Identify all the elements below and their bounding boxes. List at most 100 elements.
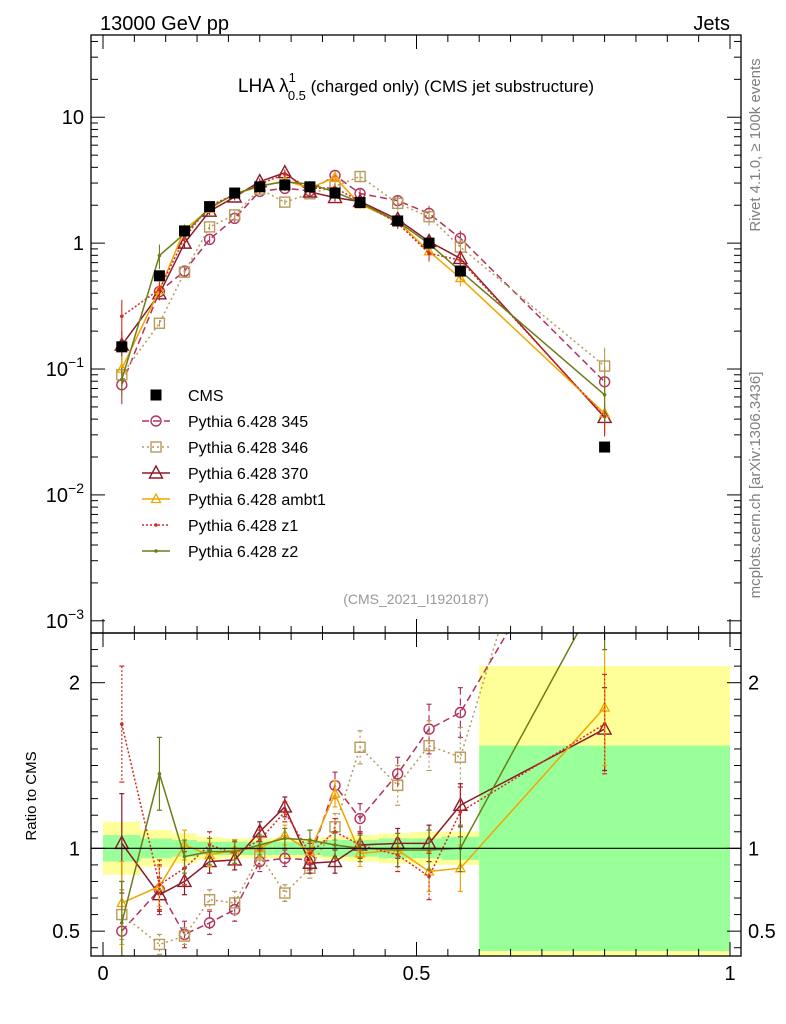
main-line [121,171,606,418]
legend-label: Pythia 6.428 z2 [188,544,298,561]
chart-title-post: (charged only) (CMS jet substructure) [306,77,594,96]
legend-entry-0: CMS [150,388,224,405]
cms-point [204,201,216,213]
legend-marker [150,492,162,504]
cms-point [454,265,466,277]
ratio-uncertainty-bands [103,666,730,956]
main-marker [178,266,191,278]
cms-point [423,237,435,249]
ratio-marker [423,723,435,735]
ratio-marker [203,917,216,929]
chart-title-sub: 0.5 [288,88,306,103]
cms-point [304,181,316,193]
main-marker [598,360,611,372]
ratio-line [121,728,605,896]
main-marker [203,233,216,245]
ratio-tick-label-right: 2 [748,673,759,695]
main-line [121,180,606,396]
y-tick-label: 1 [73,233,84,255]
ratio-marker [391,768,404,780]
ratio-line [121,723,605,886]
y-tick-label: 10−3 [46,606,84,633]
ratio-marker [427,874,431,879]
ratio-marker [454,706,467,719]
y-tick-exponent: −3 [68,606,84,622]
y-tick-base: 10 [46,485,68,507]
legend-entry-3: Pythia 6.428 370 [142,464,308,483]
ratio-marker [308,851,312,856]
ratio-marker [203,893,216,906]
ratio-marker [182,854,187,859]
chart-title: LHA λ1 0.5 (charged only) (CMS jet substr… [238,70,594,103]
ratio-marker [283,810,287,814]
ratio-marker [391,779,404,792]
legend-entry-4: Pythia 6.428 ambt1 [142,492,326,509]
ratio-marker [232,849,237,854]
x-tick-label: 0.5 [403,963,431,985]
main-marker [423,211,435,223]
ratio-marker [153,880,166,891]
legend-entry-2: Pythia 6.428 346 [142,440,308,457]
main-marker [228,209,241,221]
ratio-marker [283,836,287,841]
cms-point [599,441,611,453]
ratio-marker [178,930,191,942]
ratio-marker [228,897,241,909]
main-marker [176,234,193,249]
ratio-marker [602,722,607,726]
main-marker [454,271,466,283]
main-marker [283,172,287,176]
ratio-marker [454,751,467,763]
ratio-marker [120,722,124,726]
ratio-series-5 [119,633,608,956]
cms-point [229,187,241,199]
ratio-marker [600,280,610,290]
main-marker [153,317,166,329]
chart-title-pre: LHA λ [238,76,289,97]
legend-label: Pythia 6.428 346 [188,440,308,457]
legend-label: Pythia 6.428 ambt1 [188,492,326,509]
y-tick-exponent: −1 [68,354,84,370]
ratio-marker [427,848,431,852]
cms-point [279,179,291,191]
main-series-5 [120,178,607,423]
ratio-marker [354,812,366,825]
x-tick-label: 1 [724,963,735,985]
ratio-marker [600,462,610,472]
header-right-label: Jets [693,13,730,35]
legend-label: Pythia 6.428 345 [188,414,308,431]
main-marker [120,314,124,319]
cms-data-points [91,179,741,849]
cms-point [179,225,191,237]
y-tick-label: 10−1 [46,354,84,381]
main-marker [427,251,431,256]
main-marker [354,170,366,183]
ratio-line [121,633,500,946]
legend-marker [154,549,158,553]
mc-series [114,164,613,956]
legend-marker [148,464,164,479]
legend-label: Pythia 6.428 z1 [188,518,298,535]
legend-entry-1: Pythia 6.428 345 [142,414,308,431]
ratio-tick-label-left: 1 [69,838,80,860]
main-marker [151,285,168,300]
y-tick-base: 10 [46,359,68,381]
cms-point [153,270,165,282]
ratio-marker [157,771,162,776]
ratio-tick-label-right: 1 [748,838,759,860]
rivet-version-label: Rivet 4.1.0, ≥ 100k events [747,58,764,231]
main-line [121,176,606,414]
legend-entry-6: Pythia 6.428 z2 [142,544,298,561]
main-line [121,173,606,417]
cms-point [329,187,341,199]
y-tick-exponent: −2 [68,480,84,496]
main-marker [391,197,404,210]
legend-marker [154,523,158,527]
ratio-marker [207,849,212,854]
ratio-marker [302,854,318,869]
main-marker [602,393,607,397]
ratio-line [121,633,579,924]
ratio-marker [279,887,291,899]
main-marker [458,258,463,262]
